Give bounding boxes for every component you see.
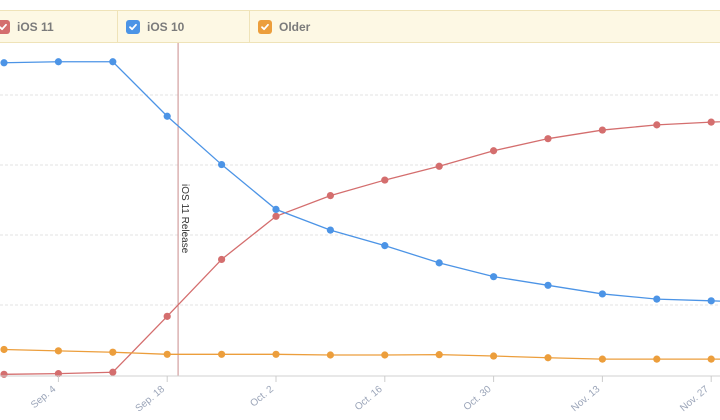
data-point (54, 347, 63, 355)
data-point (435, 259, 443, 267)
data-point (109, 58, 117, 66)
data-point (272, 205, 280, 213)
series-layer (0, 58, 720, 378)
data-point (544, 281, 552, 289)
data-point (109, 348, 117, 356)
data-point (0, 370, 8, 378)
series-ios-10 (0, 58, 720, 305)
series-older (0, 345, 720, 363)
series-line (3, 61, 720, 302)
checkbox-icon[interactable] (0, 19, 10, 34)
data-point (544, 135, 552, 143)
checkbox-icon[interactable] (126, 19, 140, 34)
legend-label: iOS 10 (147, 19, 185, 34)
data-point (653, 355, 661, 363)
data-point (381, 351, 389, 359)
legend-label: iOS 11 (17, 19, 54, 34)
legend-item-older[interactable]: Older (250, 11, 370, 42)
data-point (326, 351, 334, 359)
data-point (163, 112, 171, 120)
x-tick-label: Sep. 4 (29, 384, 59, 411)
data-point (381, 242, 389, 250)
data-point (54, 370, 63, 378)
data-point (163, 350, 171, 358)
data-point (598, 355, 607, 363)
data-point (326, 226, 334, 234)
data-point (218, 350, 226, 358)
x-tick-label: Oct. 30 (462, 384, 494, 413)
annotation-layer: iOS 11 Release (177, 42, 190, 376)
data-point (653, 121, 661, 129)
legend-item-ios-10[interactable]: iOS 10 (118, 11, 250, 42)
data-point (326, 192, 334, 200)
data-point (435, 351, 443, 359)
legend-item-ios-11[interactable]: iOS 11 (0, 11, 118, 42)
data-point (272, 212, 280, 220)
legend-label: Older (279, 19, 311, 34)
x-tick-label: Sep. 18 (134, 384, 168, 415)
x-tick-label: Oct. 2 (248, 384, 276, 410)
data-point (109, 368, 117, 376)
x-tick-label: Nov. 27 (678, 384, 711, 414)
data-point (598, 126, 607, 134)
release-marker-label: iOS 11 Release (179, 184, 190, 254)
data-point (54, 58, 63, 66)
series-line (3, 121, 720, 375)
data-point (707, 355, 715, 363)
data-point (0, 59, 8, 67)
data-point (163, 312, 171, 320)
data-point (272, 350, 280, 358)
data-point (381, 176, 389, 184)
data-point (490, 147, 498, 155)
data-point (435, 162, 443, 170)
data-point (218, 160, 226, 169)
legend-bar: iOS 11 iOS 10 Older (0, 10, 720, 43)
grid-layer (0, 94, 720, 306)
data-point (598, 290, 607, 298)
checkbox-icon[interactable] (258, 19, 272, 34)
x-axis: Sep. 4 Sep. 18 Oct. 2 Oct. 16 Oct. 30 Nov. 13… (0, 375, 720, 415)
data-point (707, 297, 715, 305)
data-point (653, 295, 661, 303)
data-point (544, 354, 552, 362)
x-tick-label: Oct. 16 (353, 384, 385, 413)
data-point (707, 118, 715, 126)
data-point (490, 273, 498, 281)
x-tick-label: Nov. 13 (569, 384, 602, 414)
data-point (218, 255, 226, 264)
data-point (0, 345, 8, 354)
series-ios-11 (0, 118, 720, 378)
data-point (490, 352, 498, 360)
